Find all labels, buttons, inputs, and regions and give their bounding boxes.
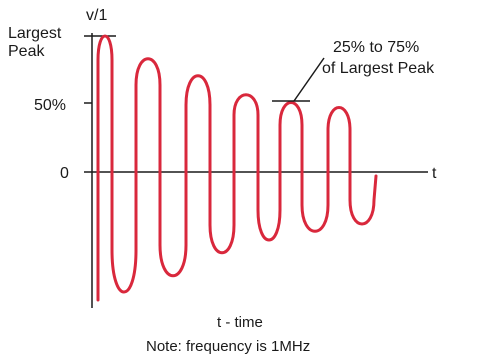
largest-peak-label-line2: Peak — [8, 43, 45, 60]
callout-leader — [293, 57, 325, 102]
y-axis-label: v/1 — [86, 7, 107, 24]
callout-line1: 25% to 75% — [333, 39, 419, 56]
x-axis-label: t — [432, 165, 437, 182]
largest-peak-label-line1: Largest — [8, 25, 62, 42]
zero-label: 0 — [60, 165, 69, 182]
damped-waveform — [96, 34, 378, 302]
caption-time: t - time — [217, 314, 263, 331]
fifty-percent-label: 50% — [34, 97, 66, 114]
callout-line2: of Largest Peak — [322, 60, 435, 77]
caption-frequency-note: Note: frequency is 1MHz — [146, 338, 310, 355]
